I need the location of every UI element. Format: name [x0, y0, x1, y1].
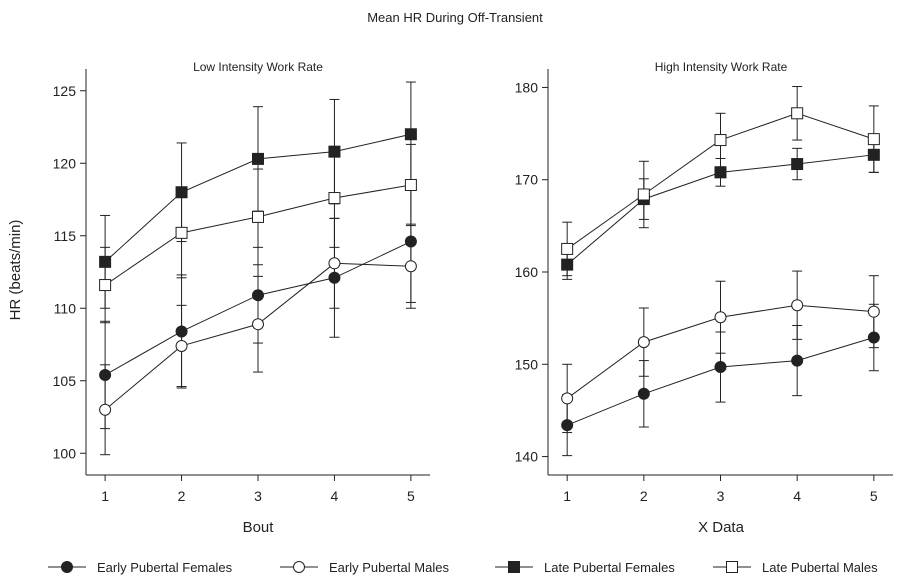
y-tick-label: 140 — [515, 449, 539, 465]
x-axis-title: Bout — [243, 519, 275, 536]
y-tick-label: 110 — [54, 300, 77, 316]
data-point — [252, 318, 264, 331]
panel-title: Low Intensity Work Rate — [193, 60, 323, 74]
filled-square-marker-icon — [508, 561, 520, 573]
x-tick-label: 1 — [101, 488, 109, 504]
axes: 1 2 3 4 5 140 150 160 170 180 — [515, 69, 893, 504]
data-point — [714, 311, 727, 324]
legend-label: Late Pubertal Males — [762, 560, 878, 575]
y-tick-label: 160 — [515, 264, 539, 280]
data-point — [637, 336, 650, 349]
x-tick-label: 5 — [870, 488, 878, 504]
data-point — [791, 158, 804, 171]
data-point — [328, 257, 341, 270]
panel-high-intensity: High Intensity Work Rate 1 2 3 4 51401501601… — [515, 60, 893, 536]
legend-label: Early Pubertal Males — [329, 560, 449, 575]
y-tick-label: 100 — [53, 445, 77, 461]
x-tick-label: 2 — [178, 488, 186, 504]
legend-item: Late Pubertal Males — [713, 560, 878, 575]
legend-item: Early Pubertal Females — [48, 560, 233, 575]
panel-low-intensity: Low Intensity Work Rate 1 2 3 4 5 100 105 110 11… — [7, 60, 430, 536]
data-point — [637, 387, 650, 400]
data-point — [175, 226, 188, 239]
data-point — [714, 361, 727, 374]
data-point — [791, 299, 804, 312]
x-tick-label: 5 — [407, 488, 415, 504]
open-square-marker-icon — [726, 561, 738, 573]
data-point — [328, 192, 341, 205]
x-tick-label: 3 — [717, 488, 725, 504]
data-point — [561, 242, 574, 255]
series-open-circle — [99, 217, 417, 456]
data-point — [99, 279, 112, 292]
legend: Early Pubertal Females Early Pubertal Ma… — [48, 560, 878, 575]
filled-circle-marker-icon — [61, 561, 73, 573]
data-point — [637, 188, 650, 201]
data-point — [175, 339, 188, 352]
data-point — [791, 354, 804, 367]
x-tick-label: 4 — [793, 488, 801, 504]
figure-title: Mean HR During Off-Transient — [367, 10, 543, 25]
legend-label: Early Pubertal Females — [97, 560, 233, 575]
data-point — [867, 133, 880, 146]
data-point — [561, 392, 574, 405]
data-point — [867, 305, 880, 318]
open-circle-marker-icon — [293, 561, 305, 573]
x-tick-label: 2 — [640, 488, 648, 504]
series-open-square — [561, 86, 880, 277]
data-point — [99, 403, 112, 416]
data-point — [404, 260, 417, 273]
data-point — [404, 179, 417, 191]
data-point — [714, 166, 727, 179]
y-tick-label: 115 — [54, 228, 77, 244]
y-tick-label: 150 — [515, 356, 539, 372]
x-axis-title: X Data — [698, 519, 745, 536]
data-point — [252, 210, 264, 223]
panel-title: High Intensity Work Rate — [655, 60, 788, 74]
legend-label: Late Pubertal Females — [544, 560, 675, 575]
y-tick-label: 105 — [53, 373, 77, 389]
axes: 1 2 3 4 5 100 105 110 115 120 125 — [53, 69, 430, 504]
series-open-circle — [561, 270, 880, 434]
data-point — [252, 152, 264, 165]
y-tick-label: 170 — [515, 172, 539, 188]
plot-area — [561, 86, 880, 457]
y-tick-label: 180 — [515, 79, 539, 95]
x-tick-label: 3 — [254, 488, 262, 504]
legend-item: Early Pubertal Males — [280, 560, 449, 575]
y-tick-label: 120 — [53, 155, 77, 171]
data-point — [791, 107, 804, 120]
legend-item: Late Pubertal Females — [495, 560, 675, 575]
x-tick-label: 1 — [563, 488, 571, 504]
y-tick-label: 125 — [53, 83, 77, 99]
data-point — [714, 134, 727, 147]
plot-area — [99, 81, 417, 456]
data-point — [404, 128, 417, 141]
y-axis-title: HR (beats/min) — [7, 220, 24, 321]
series-open-square — [99, 143, 417, 324]
x-tick-label: 4 — [331, 488, 339, 504]
